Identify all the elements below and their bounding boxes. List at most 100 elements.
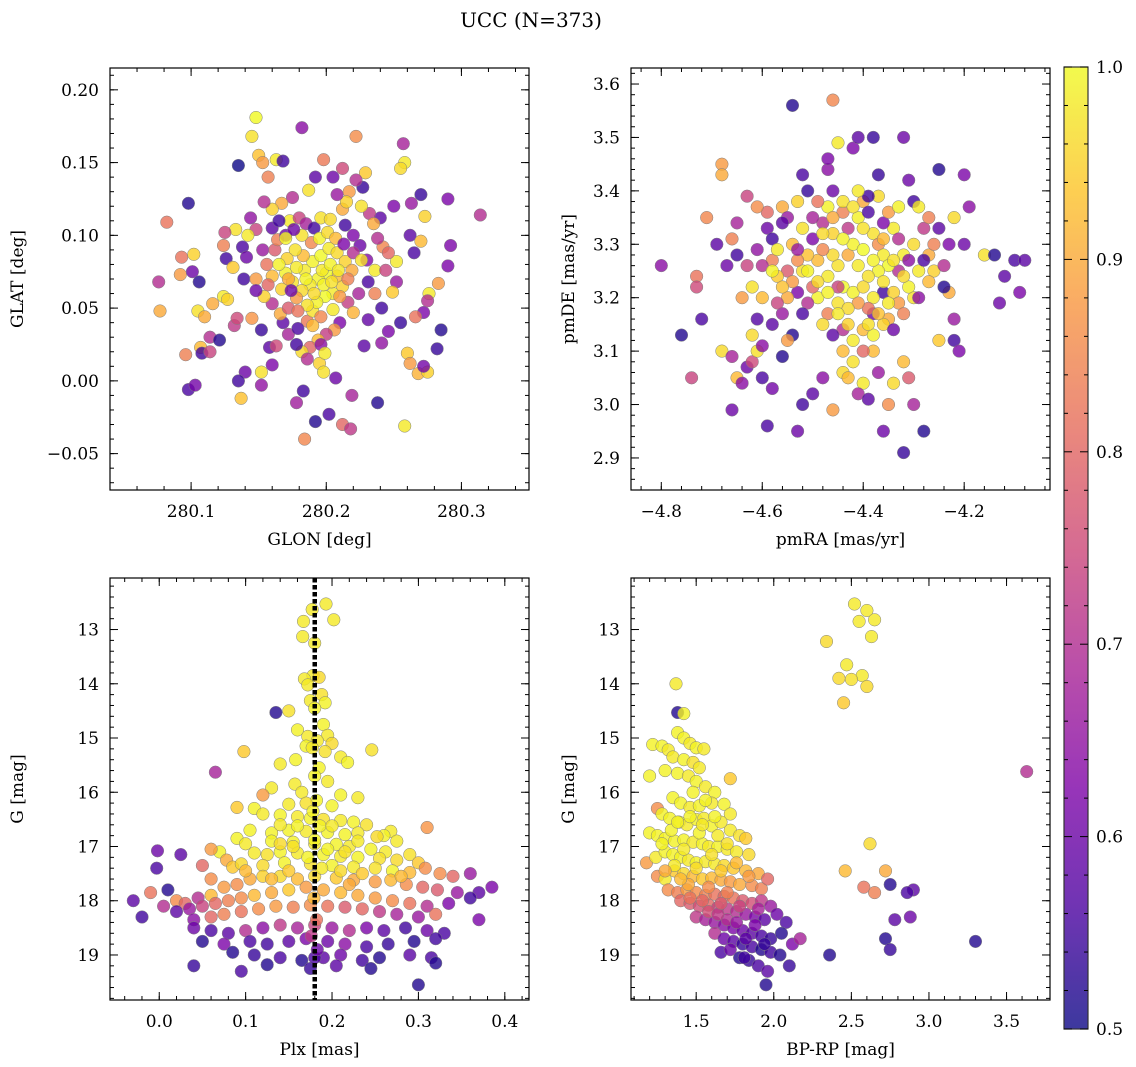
scatter-point: [689, 861, 703, 875]
scatter-point: [389, 254, 404, 269]
scatter-point: [421, 294, 435, 308]
scatter-point: [420, 899, 434, 913]
scatter-point: [396, 137, 410, 151]
scatter-point: [897, 269, 911, 283]
scatter-point: [161, 883, 175, 897]
scatter-point: [864, 630, 879, 644]
scatter-point: [368, 891, 382, 905]
y-axis-label: GLAT [deg]: [8, 230, 28, 328]
scatter-point: [360, 818, 374, 832]
y-tick-label: 3.0: [593, 396, 620, 416]
scatter-point: [237, 745, 251, 759]
scatter-point: [826, 328, 840, 342]
scatter-point: [751, 902, 765, 916]
scatter-point: [247, 846, 261, 860]
scatter-point: [785, 98, 800, 112]
scatter-point: [173, 268, 187, 282]
scatter-point: [729, 856, 744, 870]
scatter-point: [308, 170, 322, 184]
scatter-point: [357, 339, 371, 353]
scatter-point: [372, 905, 387, 919]
scatter-point: [245, 311, 259, 325]
scatter-point: [761, 964, 775, 978]
scatter-point: [420, 924, 434, 938]
scatter-point: [846, 355, 860, 369]
scatter-point: [892, 200, 906, 214]
scatter-point: [1020, 765, 1034, 779]
scatter-point: [770, 243, 784, 257]
scatter-point: [876, 232, 890, 246]
scatter-point: [195, 899, 209, 913]
scatter-point: [750, 312, 764, 326]
scatter-point: [322, 407, 336, 421]
scatter-point: [739, 831, 753, 845]
scatter-point: [770, 907, 784, 921]
scatter-point: [299, 880, 313, 894]
scatter-point: [390, 907, 404, 921]
scatter-point: [290, 723, 305, 737]
scatter-point: [868, 886, 882, 900]
scatter-point: [281, 327, 295, 341]
scatter-point: [265, 781, 279, 795]
panel-pmra-pmde: −4.8 −4.6 −4.4 −4.2 2.9 3.0 3.1 3.2 3.3 3.4 3.5 3.6…: [559, 67, 1051, 550]
scatter-point: [779, 915, 793, 929]
scatter-point: [299, 272, 313, 286]
scatter-point: [379, 263, 393, 277]
scatter-point: [279, 231, 293, 245]
scatter-point: [316, 883, 330, 897]
scatter-point: [351, 834, 365, 848]
scatter-point: [765, 381, 779, 396]
scatter-point: [846, 141, 860, 155]
scatter-point: [757, 937, 772, 951]
scatter-point: [692, 761, 706, 775]
scatter-point: [217, 937, 231, 951]
y-tick-label: 16: [77, 783, 99, 803]
scatter-point: [307, 287, 321, 301]
scatter-point: [408, 310, 423, 324]
scatter-point: [837, 696, 851, 710]
scatter-point: [793, 932, 807, 946]
scatter-point: [900, 886, 914, 900]
scatter-point: [826, 184, 840, 198]
scatter-point: [841, 221, 855, 235]
scatter-point: [160, 215, 174, 229]
scatter-point: [354, 199, 368, 213]
scatter-point: [715, 344, 729, 358]
scatter-point: [765, 264, 779, 278]
scatter-point: [414, 188, 428, 202]
scatter-point: [285, 190, 300, 205]
y-tick-label: 15: [598, 729, 620, 749]
scatter-points: [152, 110, 487, 446]
scatter-point: [826, 211, 840, 225]
scatter-point: [695, 818, 709, 832]
scatter-point: [666, 750, 680, 764]
x-tick-label: 3.0: [915, 1012, 942, 1032]
scatter-point: [319, 597, 333, 611]
scatter-point: [669, 677, 683, 691]
scatter-point: [349, 173, 363, 187]
scatter-point: [796, 397, 810, 412]
y-tick-label: 19: [77, 946, 99, 966]
y-tick-label: 0.15: [61, 154, 99, 174]
scatter-point: [429, 956, 443, 970]
x-axis-label: GLON [deg]: [267, 530, 371, 550]
scatter-point: [780, 333, 795, 347]
x-tick-label: 280.2: [302, 502, 351, 522]
x-tick-label: −4.2: [944, 502, 985, 522]
scatter-point: [441, 192, 455, 206]
scatter-point: [153, 304, 167, 318]
x-tick-label: 3.5: [993, 1012, 1020, 1032]
scatter-point: [334, 864, 348, 878]
scatter-point: [358, 166, 373, 180]
scatter-point: [434, 323, 448, 337]
scatter-point: [286, 900, 300, 914]
scatter-point: [221, 292, 235, 306]
scatter-point: [269, 705, 283, 720]
scatter-point: [407, 934, 421, 948]
scatter-point: [296, 630, 310, 644]
scatter-point: [851, 211, 865, 225]
scatter-point: [331, 263, 345, 277]
scatter-point: [354, 253, 368, 267]
scatter-point: [902, 280, 916, 294]
